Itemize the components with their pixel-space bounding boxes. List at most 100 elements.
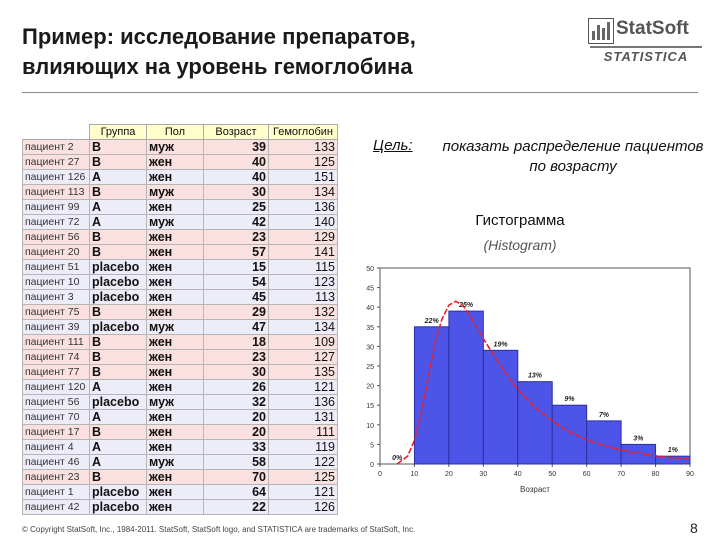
hemoglobin-cell: 111 <box>268 424 338 440</box>
y-tick-label: 25 <box>366 364 374 371</box>
group-cell: B <box>89 184 147 200</box>
patient-id-cell: пациент 74 <box>22 349 90 365</box>
sex-cell: муж <box>146 394 204 410</box>
age-cell: 58 <box>203 454 269 470</box>
age-cell: 33 <box>203 439 269 455</box>
sex-cell: жен <box>146 469 204 485</box>
x-tick-label: 0 <box>378 471 382 478</box>
age-cell: 30 <box>203 184 269 200</box>
age-cell: 18 <box>203 334 269 350</box>
y-tick-label: 5 <box>370 442 374 449</box>
table-row: пациент 39 placebo муж 47 134 <box>22 319 338 335</box>
hemoglobin-cell: 134 <box>268 319 338 335</box>
age-cell: 30 <box>203 364 269 380</box>
logo-sub: STATISTICA <box>590 46 702 64</box>
patient-id-cell: пациент 77 <box>22 364 90 380</box>
histogram-title: Гистограмма <box>475 212 565 229</box>
group-cell: placebo <box>89 394 147 410</box>
y-tick-label: 20 <box>366 384 374 391</box>
x-tick-label: 80 <box>652 471 660 478</box>
sex-cell: жен <box>146 244 204 260</box>
table-header-row: Группа Пол Возраст Гемоглобин <box>22 124 338 140</box>
histogram-bar <box>551 404 588 465</box>
goal-text: показать распределение пациентов по возр… <box>442 138 704 175</box>
statsoft-logo: StatSoft STATISTICA <box>588 18 706 66</box>
hemoglobin-cell: 135 <box>268 364 338 380</box>
patient-id-cell: пациент 99 <box>22 199 90 215</box>
hemoglobin-cell: 141 <box>268 244 338 260</box>
hemoglobin-cell: 140 <box>268 214 338 230</box>
goal-label: Цель: <box>373 137 413 154</box>
y-tick-label: 45 <box>366 286 374 293</box>
bar-percent-label: 22% <box>424 318 440 325</box>
patient-id-cell: пациент 56 <box>22 229 90 245</box>
sex-cell: муж <box>146 214 204 230</box>
age-cell: 40 <box>203 169 269 185</box>
age-cell: 25 <box>203 199 269 215</box>
bar-percent-label: 19% <box>494 341 509 348</box>
patient-id-cell: пациент 2 <box>22 139 90 155</box>
sex-cell: муж <box>146 454 204 470</box>
group-cell: A <box>89 439 147 455</box>
group-cell: B <box>89 334 147 350</box>
y-tick-label: 40 <box>366 305 374 312</box>
logo-name: StatSoft <box>616 18 689 39</box>
col-header-sex: Пол <box>146 124 204 140</box>
age-cell: 39 <box>203 139 269 155</box>
age-cell: 45 <box>203 289 269 305</box>
bar-percent-label: 7% <box>599 412 610 419</box>
patient-id-cell: пациент 4 <box>22 439 90 455</box>
zero-bin-label: 0% <box>392 455 403 462</box>
patient-id-cell: пациент 1 <box>22 484 90 500</box>
patient-id-cell: пациент 72 <box>22 214 90 230</box>
x-tick-label: 40 <box>514 471 522 478</box>
group-cell: A <box>89 199 147 215</box>
hemoglobin-cell: 123 <box>268 274 338 290</box>
age-cell: 40 <box>203 154 269 170</box>
patient-id-cell: пациент 75 <box>22 304 90 320</box>
group-cell: placebo <box>89 259 147 275</box>
sex-cell: жен <box>146 304 204 320</box>
age-cell: 32 <box>203 394 269 410</box>
group-cell: A <box>89 214 147 230</box>
table-row: пациент 1 placebo жен 64 121 <box>22 484 338 500</box>
table-row: пациент 10 placebo жен 54 123 <box>22 274 338 290</box>
hemoglobin-cell: 125 <box>268 154 338 170</box>
age-cell: 29 <box>203 304 269 320</box>
group-cell: A <box>89 379 147 395</box>
y-tick-label: 50 <box>366 266 374 273</box>
hemoglobin-cell: 133 <box>268 139 338 155</box>
hemoglobin-cell: 125 <box>268 469 338 485</box>
histogram-bar <box>655 455 691 465</box>
hemoglobin-cell: 129 <box>268 229 338 245</box>
hemoglobin-cell: 131 <box>268 409 338 425</box>
sex-cell: жен <box>146 364 204 380</box>
patient-id-cell: пациент 42 <box>22 499 90 515</box>
sex-cell: жен <box>146 379 204 395</box>
group-cell: B <box>89 244 147 260</box>
sex-cell: жен <box>146 499 204 515</box>
hemoglobin-cell: 132 <box>268 304 338 320</box>
patient-id-cell: пациент 20 <box>22 244 90 260</box>
age-cell: 57 <box>203 244 269 260</box>
slide-title-line-1: Пример: исследование препаратов, <box>22 24 416 49</box>
bar-percent-label: 1% <box>668 447 679 454</box>
age-histogram: 0 5 10 15 20 25 30 35 40 45 50 0 10 20 30 40 50 60 70 80 90 2… <box>366 266 694 494</box>
group-cell: A <box>89 169 147 185</box>
age-cell: 42 <box>203 214 269 230</box>
col-header-hemoglobin: Гемоглобин <box>268 124 338 140</box>
age-cell: 15 <box>203 259 269 275</box>
y-tick-label: 35 <box>366 325 374 332</box>
title-divider <box>22 92 698 93</box>
y-tick-label: 15 <box>366 403 374 410</box>
